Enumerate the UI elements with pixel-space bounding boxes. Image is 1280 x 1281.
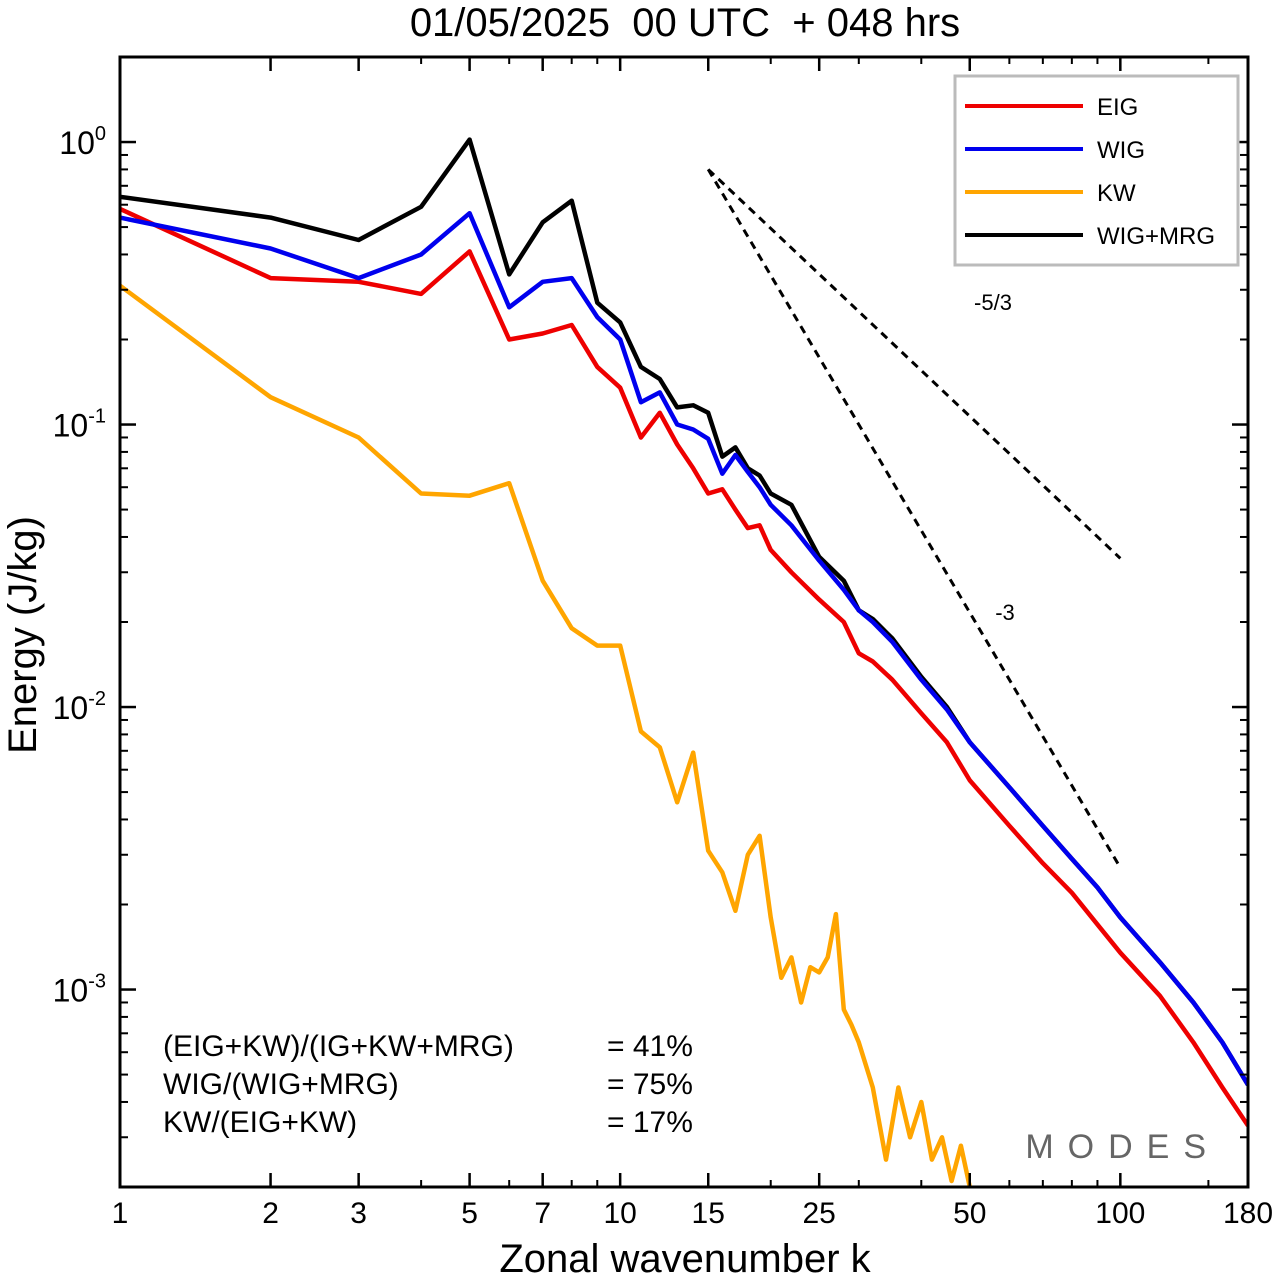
chart-title: 01/05/2025 00 UTC + 048 hrs	[410, 1, 960, 45]
reference-slopes: -5/3 -3	[706, 168, 1122, 869]
ratio-value: = 17%	[607, 1106, 693, 1139]
x-tick-label: 10	[603, 1197, 636, 1230]
x-tick-label: 3	[350, 1197, 367, 1230]
x-tick-label: 15	[692, 1197, 725, 1230]
ratio-value: = 41%	[607, 1030, 693, 1063]
y-tick-label: 10-2	[53, 688, 106, 726]
slope-label-minus-3: -3	[995, 600, 1015, 625]
series-line-wig-plus-mrg	[120, 137, 1248, 1086]
ratio-annotations: (EIG+KW)/(IG+KW+MRG) = 41% WIG/(WIG+MRG) = …	[163, 1030, 693, 1139]
ratio-value: = 75%	[607, 1068, 693, 1101]
x-tick-label: 25	[803, 1197, 836, 1230]
y-axis-label: Energy (J/kg)	[1, 516, 45, 754]
ratio-label: KW/(EIG+KW)	[163, 1106, 357, 1139]
series-layer	[120, 137, 1248, 1187]
slope-line-minus-5-3	[707, 168, 1122, 560]
y-tick-label: 10-1	[53, 406, 106, 444]
x-axis-label: Zonal wavenumber k	[499, 1237, 871, 1281]
legend: EIG WIG KW WIG+MRG	[953, 74, 1240, 267]
series-line-wig	[120, 210, 1248, 1086]
legend-label-kw: KW	[1097, 180, 1136, 207]
legend-label-wig-plus-mrg: WIG+MRG	[1097, 223, 1215, 250]
axes: 1 2 3 5 7 10 15 25 50 100 180 100 10-1 10-2 10-3	[53, 55, 1273, 1230]
x-tick-label: 7	[534, 1197, 551, 1230]
slope-line-minus-3	[706, 168, 1122, 869]
x-tick-label: 50	[953, 1197, 986, 1230]
ratio-label: WIG/(WIG+MRG)	[163, 1068, 399, 1101]
x-tick-label: 180	[1223, 1197, 1273, 1230]
legend-label-eig: EIG	[1097, 94, 1138, 121]
x-tick-label: 5	[461, 1197, 478, 1230]
ratio-label: (EIG+KW)/(IG+KW+MRG)	[163, 1030, 514, 1063]
x-tick-label: 1	[112, 1197, 129, 1230]
legend-label-wig: WIG	[1097, 137, 1145, 164]
series-line-kw	[120, 283, 972, 1187]
y-tick-label: 100	[59, 123, 106, 161]
x-tick-label: 2	[262, 1197, 279, 1230]
series-line-eig	[120, 206, 1248, 1127]
x-tick-label: 100	[1095, 1197, 1145, 1230]
modes-watermark: MODES	[1025, 1128, 1220, 1166]
y-tick-label: 10-3	[53, 971, 106, 1009]
slope-label-minus-5-3: -5/3	[974, 290, 1012, 315]
